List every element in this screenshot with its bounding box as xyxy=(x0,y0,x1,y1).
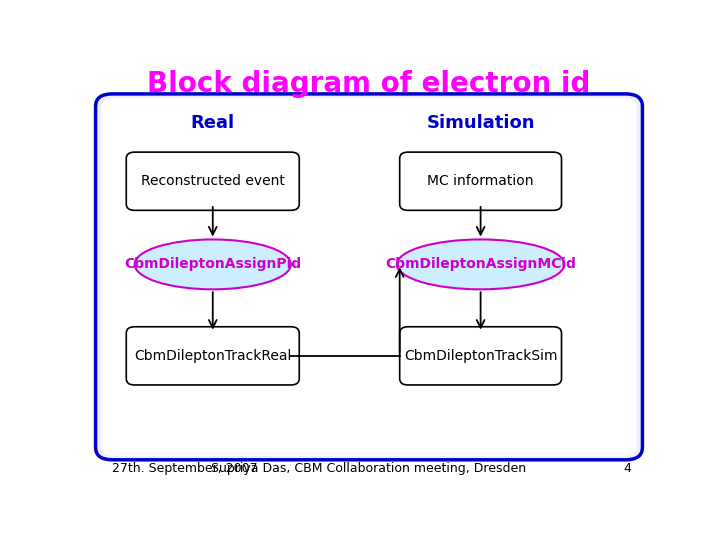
Ellipse shape xyxy=(397,239,564,289)
FancyBboxPatch shape xyxy=(96,94,642,460)
FancyBboxPatch shape xyxy=(101,98,637,456)
FancyBboxPatch shape xyxy=(126,152,300,211)
Text: Simulation: Simulation xyxy=(426,114,535,132)
Text: Reconstructed event: Reconstructed event xyxy=(141,174,284,188)
FancyBboxPatch shape xyxy=(400,152,562,211)
Text: Supriya Das, CBM Collaboration meeting, Dresden: Supriya Das, CBM Collaboration meeting, … xyxy=(212,462,526,475)
Text: MC information: MC information xyxy=(428,174,534,188)
Text: CbmDileptonAssignPid: CbmDileptonAssignPid xyxy=(124,258,302,272)
Text: 27th. September, 2007: 27th. September, 2007 xyxy=(112,462,258,475)
FancyBboxPatch shape xyxy=(400,327,562,385)
Ellipse shape xyxy=(135,239,291,289)
Text: CbmDileptonAssignMCid: CbmDileptonAssignMCid xyxy=(385,258,576,272)
Text: Block diagram of electron id: Block diagram of electron id xyxy=(148,70,590,98)
Text: CbmDileptonTrackReal: CbmDileptonTrackReal xyxy=(134,349,292,363)
Text: CbmDileptonTrackSim: CbmDileptonTrackSim xyxy=(404,349,557,363)
FancyBboxPatch shape xyxy=(126,327,300,385)
Text: 4: 4 xyxy=(624,462,631,475)
Text: Real: Real xyxy=(191,114,235,132)
